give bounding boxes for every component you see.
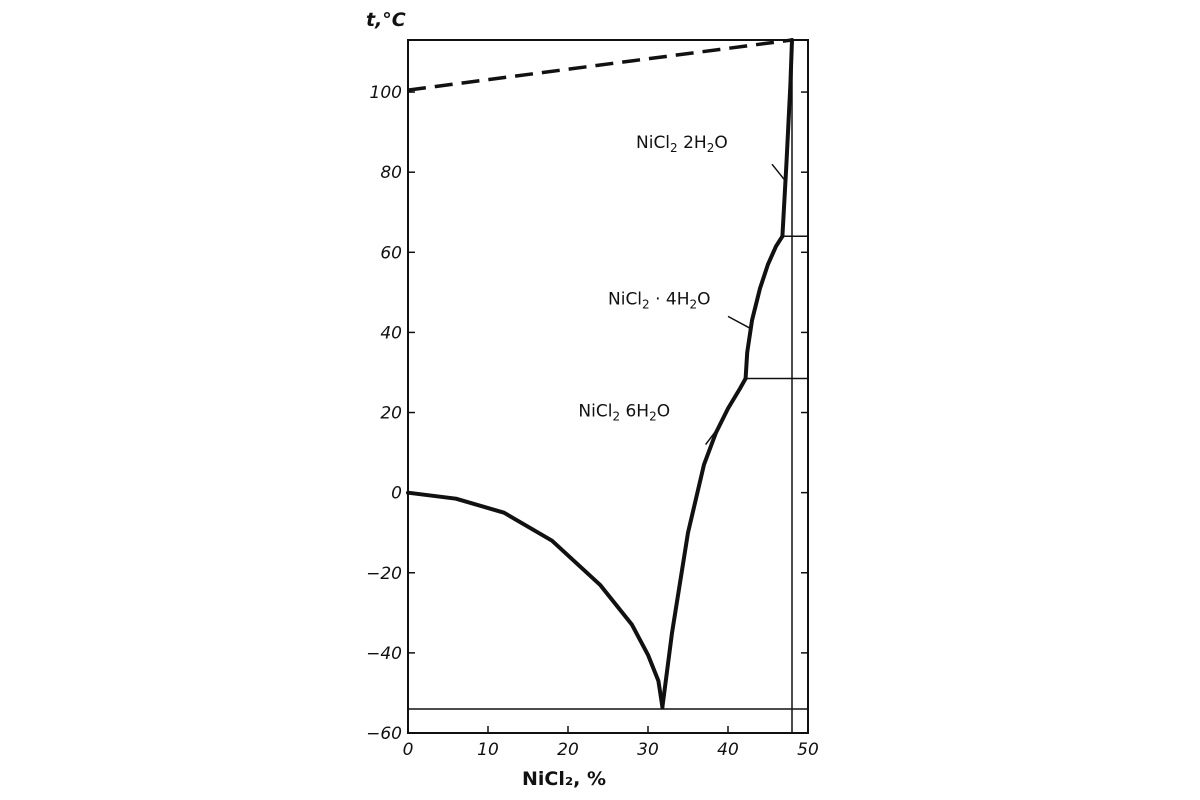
leader-line	[727, 315, 751, 330]
x-tick-label: 30	[637, 740, 659, 760]
plot-border	[407, 39, 809, 734]
formula-subscript: 2	[690, 297, 698, 311]
formula-part: NiCl	[636, 133, 670, 153]
y-axis-title: t,°C	[366, 9, 406, 31]
formula-part: O	[657, 402, 670, 422]
y-tick-label: 60	[380, 243, 402, 263]
series-layer	[406, 38, 809, 734]
formula-part: 6H	[620, 402, 649, 422]
phase-boundary-curve	[743, 234, 785, 381]
formula-part: · 4H	[650, 289, 690, 309]
y-tick-label: 0	[391, 484, 402, 504]
y-tick-label: 40	[380, 323, 402, 343]
leader-line	[771, 163, 786, 181]
x-tick-label: 40	[717, 740, 739, 760]
plot-frame	[407, 39, 809, 734]
formula-subscript: 2	[707, 141, 715, 155]
annotation-label: NiCl2 2H2O	[636, 133, 728, 155]
phase-boundary-curve	[780, 38, 794, 239]
formula-subscript: 2	[642, 297, 650, 311]
tick-layer: −60 −40 −20 0 20 40 60 80 100 0 10 20 30 40 50	[366, 83, 819, 760]
formula-subscript: 2	[612, 410, 620, 424]
y-tick-label: −20	[366, 564, 402, 584]
formula-part: O	[714, 133, 727, 153]
x-tick-label: 0	[403, 740, 414, 760]
boiling-line	[407, 38, 793, 92]
y-tick-label: −40	[366, 644, 402, 664]
x-tick-label: 50	[797, 740, 819, 760]
formula-part: 2H	[678, 133, 707, 153]
formula-part: NiCl	[578, 402, 612, 422]
annotation-di: NiCl2 2H2O	[636, 133, 786, 181]
y-tick-label: 20	[380, 404, 402, 424]
y-tick-label: 80	[380, 163, 402, 183]
annotation-tetra: NiCl2 · 4H2O	[608, 289, 751, 330]
x-tick-label: 20	[557, 740, 579, 760]
formula-subscript: 2	[670, 141, 678, 155]
phase-boundary-curve	[406, 490, 665, 709]
y-tick-label: 100	[370, 83, 402, 103]
y-tick-label: −60	[366, 724, 402, 744]
annotation-label: NiCl2 6H2O	[578, 402, 670, 424]
phase-boundary-curve	[660, 376, 748, 709]
x-axis-title: NiCl₂, %	[522, 768, 606, 790]
formula-part: NiCl	[608, 289, 642, 309]
annotation-label: NiCl2 · 4H2O	[608, 289, 711, 311]
formula-subscript: 2	[649, 410, 657, 424]
leader-line	[705, 426, 720, 446]
formula-part: O	[697, 289, 710, 309]
x-tick-label: 10	[477, 740, 499, 760]
annotation-hexa: NiCl2 6H2O	[578, 402, 720, 446]
